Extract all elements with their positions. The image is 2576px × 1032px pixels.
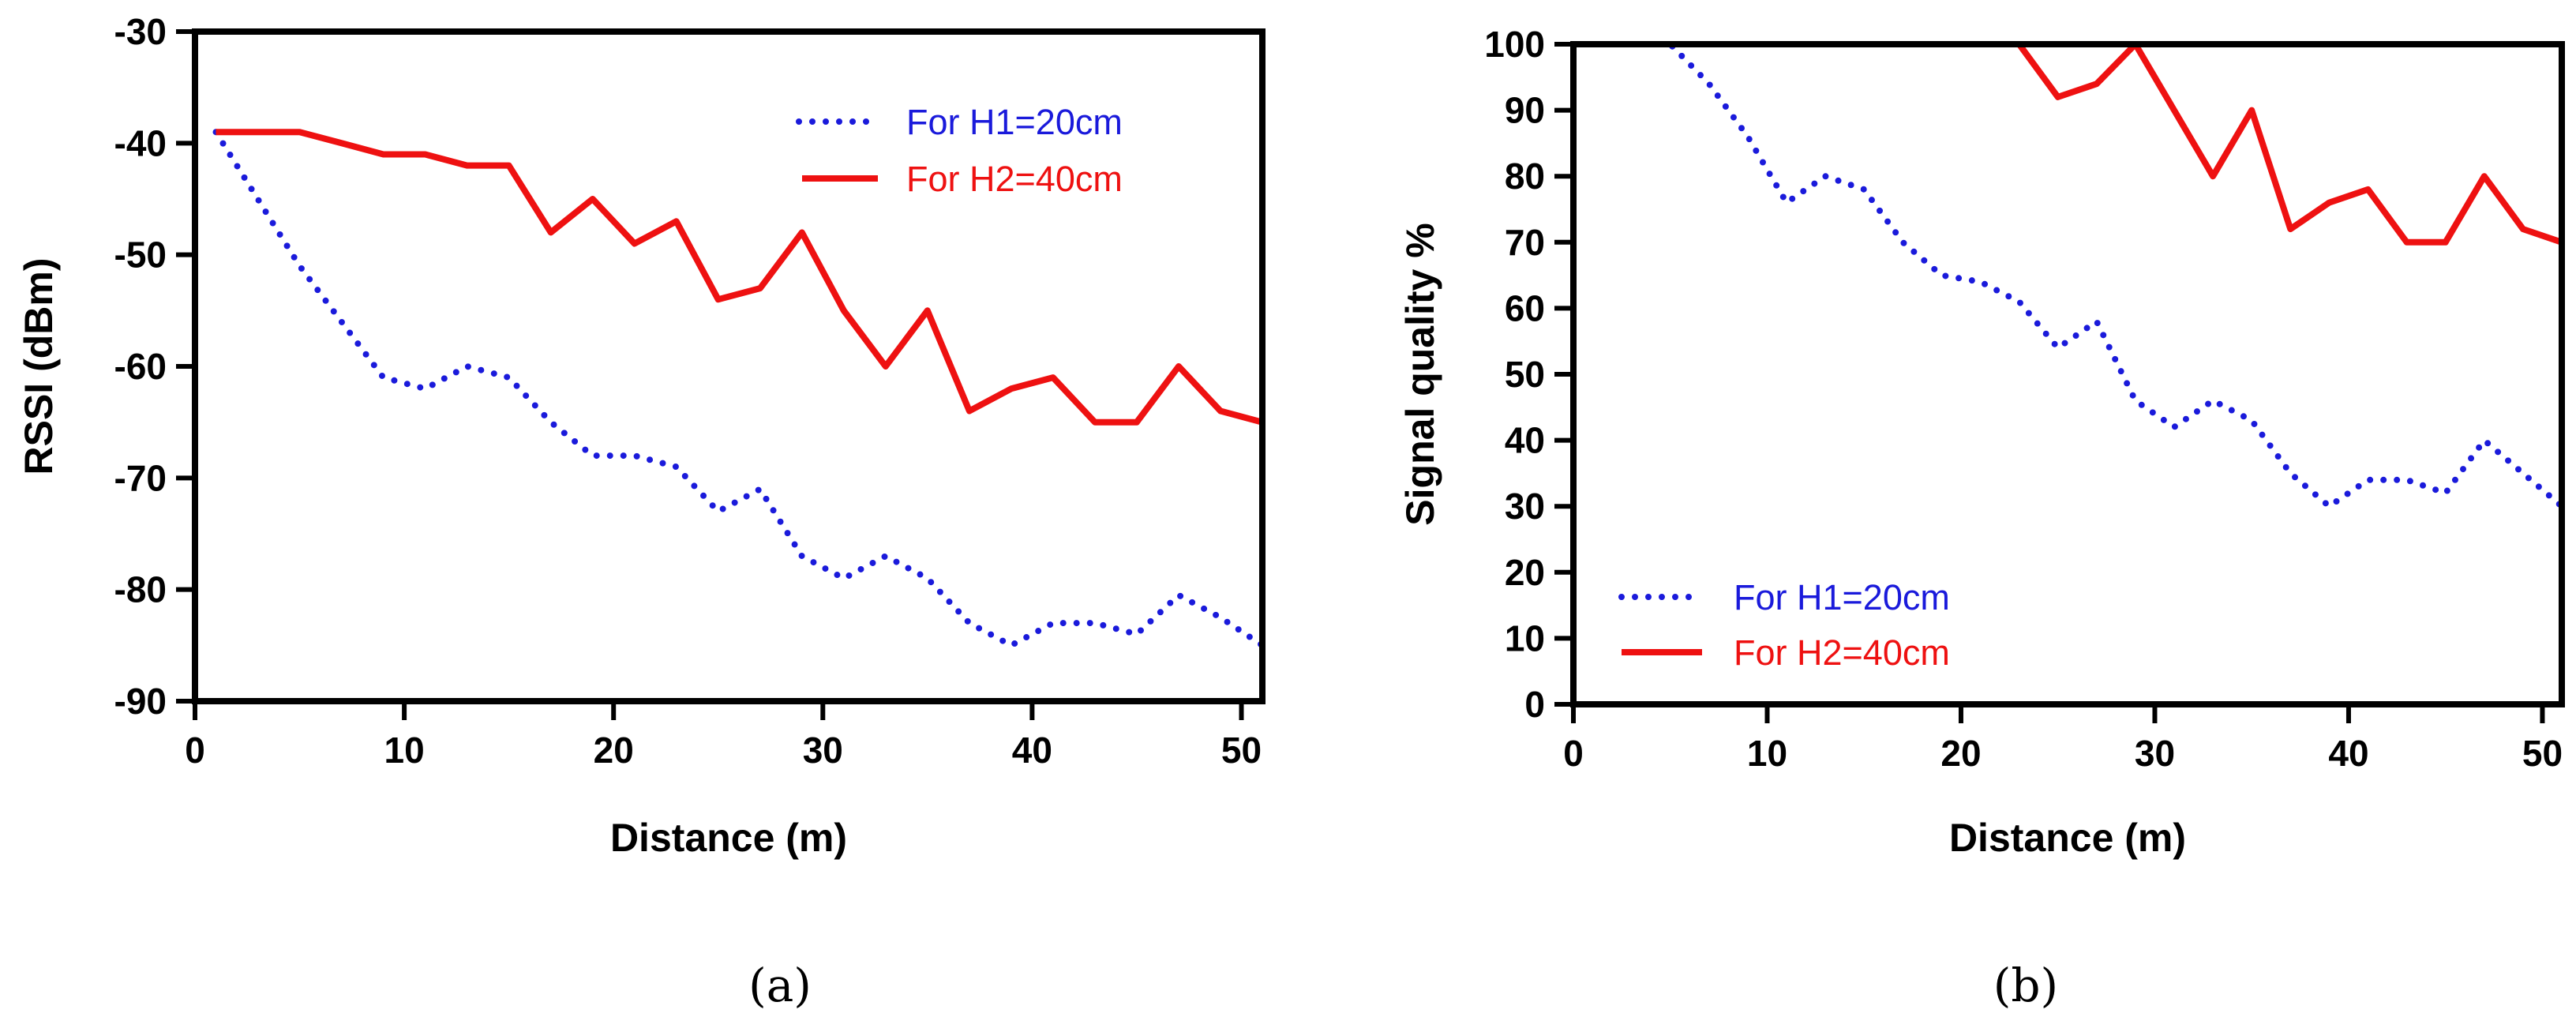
rssi-y-tick-label: -70 <box>114 457 167 498</box>
quality-series-lines <box>1589 41 2565 510</box>
rssi-y-tick-label: -80 <box>114 569 167 610</box>
rssi-x-axis-title: Distance (m) <box>610 816 847 860</box>
panel-a-label: (a) <box>748 959 812 1012</box>
quality-y-tick-label: 80 <box>1505 156 1545 197</box>
rssi-legend-h1-label: For H1=20cm <box>906 102 1123 142</box>
quality-x-axis-title: Distance (m) <box>1949 816 2186 860</box>
quality-y-tick-label: 100 <box>1484 24 1545 65</box>
rssi-x-tick-label: 10 <box>384 730 425 771</box>
rssi-x-tick-label: 50 <box>1221 730 1262 771</box>
rssi-series-lines <box>212 129 1266 649</box>
signal-quality-chart: 0 10 20 30 40 50 0 10 20 30 40 50 60 70 80 90 100 Distan… <box>1398 24 2565 1012</box>
rssi-ticks: 0 10 20 30 40 50 -90 -80 -70 -60 -50 -40 -30 <box>114 11 1262 771</box>
quality-x-tick-label: 30 <box>2135 733 2175 774</box>
quality-legend-h1-label: For H1=20cm <box>1734 577 1950 617</box>
quality-plot-frame <box>1570 41 2565 707</box>
rssi-x-tick-label: 30 <box>803 730 843 771</box>
rssi-y-tick-label: -30 <box>114 11 167 52</box>
rssi-y-tick-label: -90 <box>114 681 167 722</box>
rssi-x-tick-label: 40 <box>1012 730 1052 771</box>
quality-series-h2-line <box>1592 41 2563 246</box>
quality-legend-h2-label: For H2=40cm <box>1734 632 1950 673</box>
quality-x-tick-label: 40 <box>2328 733 2368 774</box>
rssi-x-tick-label: 0 <box>185 730 205 771</box>
quality-y-tick-label: 90 <box>1505 90 1545 131</box>
rssi-x-tick-label: 20 <box>594 730 634 771</box>
rssi-legend: For H1=20cm For H2=40cm <box>796 102 1123 199</box>
quality-y-axis-title: Signal quality % <box>1398 223 1442 525</box>
quality-x-tick-label: 0 <box>1563 733 1584 774</box>
rssi-series-h2-line <box>216 129 1264 426</box>
quality-y-tick-label: 60 <box>1505 287 1545 328</box>
rssi-y-tick-label: -50 <box>114 235 167 276</box>
quality-series-h1-line <box>1589 41 2565 510</box>
quality-legend: For H1=20cm For H2=40cm <box>1618 577 1950 673</box>
rssi-y-tick-label: -40 <box>114 122 167 163</box>
quality-y-tick-label: 70 <box>1505 222 1545 263</box>
quality-y-tick-label: 40 <box>1505 420 1545 461</box>
quality-y-tick-label: 50 <box>1505 354 1545 395</box>
rssi-legend-h2-label: For H2=40cm <box>906 159 1123 199</box>
rssi-y-axis-title: RSSI (dBm) <box>17 258 61 475</box>
rssi-chart: 0 10 20 30 40 50 -90 -80 -70 -60 -50 -40 -30 Distanc… <box>17 11 1266 1012</box>
quality-y-tick-label: 10 <box>1505 617 1545 659</box>
quality-x-tick-label: 10 <box>1747 733 1787 774</box>
quality-y-tick-label: 30 <box>1505 486 1545 527</box>
quality-x-tick-label: 20 <box>1940 733 1981 774</box>
quality-y-tick-label: 20 <box>1505 552 1545 593</box>
rssi-y-tick-label: -60 <box>114 346 167 387</box>
rssi-series-h1-line <box>212 129 1266 649</box>
quality-ticks: 0 10 20 30 40 50 0 10 20 30 40 50 60 70 80 90 100 <box>1484 24 2563 774</box>
quality-y-tick-label: 0 <box>1524 684 1545 725</box>
panel-b-label: (b) <box>1993 959 2058 1012</box>
quality-x-tick-label: 50 <box>2522 733 2563 774</box>
